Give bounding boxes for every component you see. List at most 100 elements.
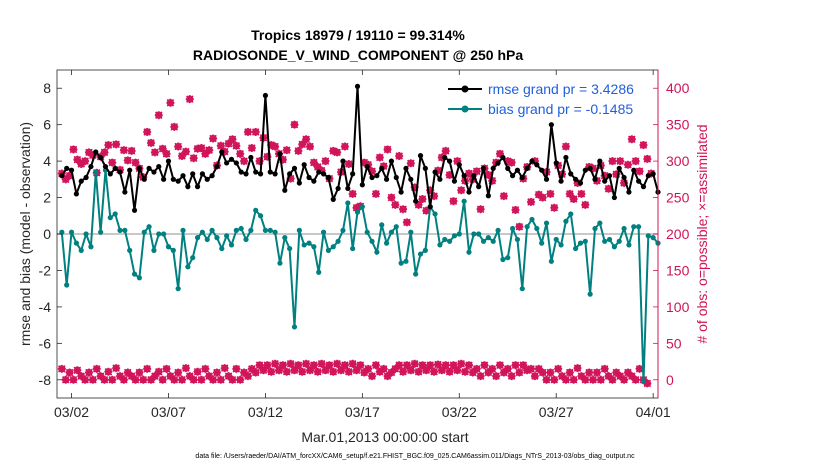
obs-assimilated-point xyxy=(612,368,621,377)
obs-assimilated-point xyxy=(247,364,256,373)
obs-assimilated-point xyxy=(488,176,497,185)
obs-assimilated-point xyxy=(340,361,349,370)
obs-assimilated-point xyxy=(123,156,132,165)
obs-assimilated-point xyxy=(88,375,97,384)
obs-assimilated-point xyxy=(313,367,322,376)
obs-assimilated-point xyxy=(150,372,159,381)
obs-assimilated-point xyxy=(511,361,520,370)
obs-assimilated-point xyxy=(410,359,419,368)
left-tick-label: 2 xyxy=(43,190,51,206)
bias-point xyxy=(597,220,603,226)
rmse-point xyxy=(209,173,215,179)
obs-assimilated-point xyxy=(333,148,342,157)
obs-assimilated-point xyxy=(205,372,214,381)
obs-assimilated-point xyxy=(422,366,431,375)
bias-point xyxy=(228,242,235,248)
rmse-point xyxy=(645,173,651,179)
rmse-point xyxy=(165,158,172,164)
obs-assimilated-point xyxy=(255,361,264,370)
bias-point xyxy=(505,255,511,261)
rmse-point xyxy=(141,176,147,182)
obs-assimilated-point xyxy=(178,152,187,161)
rmse-point xyxy=(325,174,332,181)
bias-point xyxy=(64,282,70,288)
obs-assimilated-point xyxy=(414,367,423,376)
obs-assimilated-point xyxy=(383,372,392,381)
rmse-point xyxy=(262,92,269,99)
rmse-point xyxy=(214,163,220,170)
obs-assimilated-point xyxy=(391,364,400,373)
bias-point xyxy=(243,236,249,243)
obs-assimilated-point xyxy=(616,157,625,166)
obs-assimilated-point xyxy=(340,142,349,151)
obs-assimilated-point xyxy=(356,361,365,370)
obs-assimilated-point xyxy=(643,154,652,163)
obs-assimilated-point xyxy=(445,170,454,179)
obs-assimilated-point xyxy=(542,375,551,384)
obs-assimilated-point xyxy=(581,375,590,384)
obs-assimilated-point xyxy=(631,157,640,166)
rmse-point xyxy=(636,178,642,184)
obs-assimilated-point xyxy=(220,147,229,156)
obs-assimilated-point xyxy=(286,174,295,183)
obs-assimilated-point xyxy=(375,153,384,162)
rmse-point xyxy=(548,122,554,128)
obs-assimilated-point xyxy=(306,142,315,151)
obs-assimilated-point xyxy=(383,145,392,154)
obs-assimilated-point xyxy=(150,148,159,157)
rmse-series xyxy=(59,83,661,213)
rmse-point xyxy=(485,193,491,199)
rmse-point xyxy=(592,176,598,182)
obs-assimilated-point xyxy=(620,178,629,187)
obs-assimilated-point xyxy=(209,134,218,143)
obs-assimilated-point xyxy=(147,375,156,384)
obs-assimilated-point xyxy=(627,372,636,381)
obs-assimilated-point xyxy=(433,166,442,175)
obs-assimilated-point xyxy=(108,375,117,384)
obs-assimilated-point xyxy=(73,155,82,164)
obs-assimilated-point xyxy=(61,375,70,384)
obs-assimilated-point xyxy=(612,170,621,179)
obs-assimilated-point xyxy=(243,127,252,136)
obs-assimilated-point xyxy=(608,157,617,166)
x-axis: 03/02 03/07 03/12 03/17 03/22 03/27 04/01 xyxy=(54,70,671,420)
x-tick-label: 03/22 xyxy=(442,404,477,420)
obs-assimilated-point xyxy=(352,366,361,375)
obs-assimilated-point xyxy=(81,375,90,384)
obs-assimilated-point xyxy=(379,162,388,171)
bias-point xyxy=(306,240,312,246)
rmse-point xyxy=(88,163,94,170)
obs-assimilated-point xyxy=(507,158,516,167)
rmse-point xyxy=(345,185,351,192)
rmse-line xyxy=(60,85,659,212)
obs-assimilated-point xyxy=(519,361,528,370)
x-tick-label: 04/01 xyxy=(636,404,671,420)
obs-assimilated-point xyxy=(232,141,241,150)
rmse-point xyxy=(112,165,118,171)
left-tick-label: 4 xyxy=(43,153,51,169)
bias-point xyxy=(485,235,491,241)
obs-assimilated-point xyxy=(352,203,361,212)
bias-point xyxy=(602,238,608,244)
rmse-point xyxy=(408,176,414,182)
bias-point xyxy=(190,255,196,261)
bias-point xyxy=(170,247,176,253)
obs-assimilated-point xyxy=(379,364,388,373)
bias-point xyxy=(253,207,259,213)
obs-assimilated-point xyxy=(112,140,121,149)
obs-assimilated-point xyxy=(457,359,466,368)
rmse-point xyxy=(456,162,462,168)
obs-assimilated-point xyxy=(325,361,334,370)
bias-point xyxy=(606,236,613,243)
obs-assimilated-point xyxy=(228,375,237,384)
obs-assimilated-point xyxy=(399,205,408,214)
obs-assimilated-point xyxy=(143,364,152,373)
obs-assimilated-point xyxy=(162,364,171,373)
bias-point xyxy=(262,227,269,233)
bias-point xyxy=(640,379,647,385)
rmse-point xyxy=(194,184,201,190)
bias-point xyxy=(413,271,419,277)
obs-assimilated-point xyxy=(461,367,470,376)
obs-assimilated-point xyxy=(84,368,93,377)
left-axis: -8 -6 -4 -2 0 2 4 6 8 xyxy=(39,80,62,388)
